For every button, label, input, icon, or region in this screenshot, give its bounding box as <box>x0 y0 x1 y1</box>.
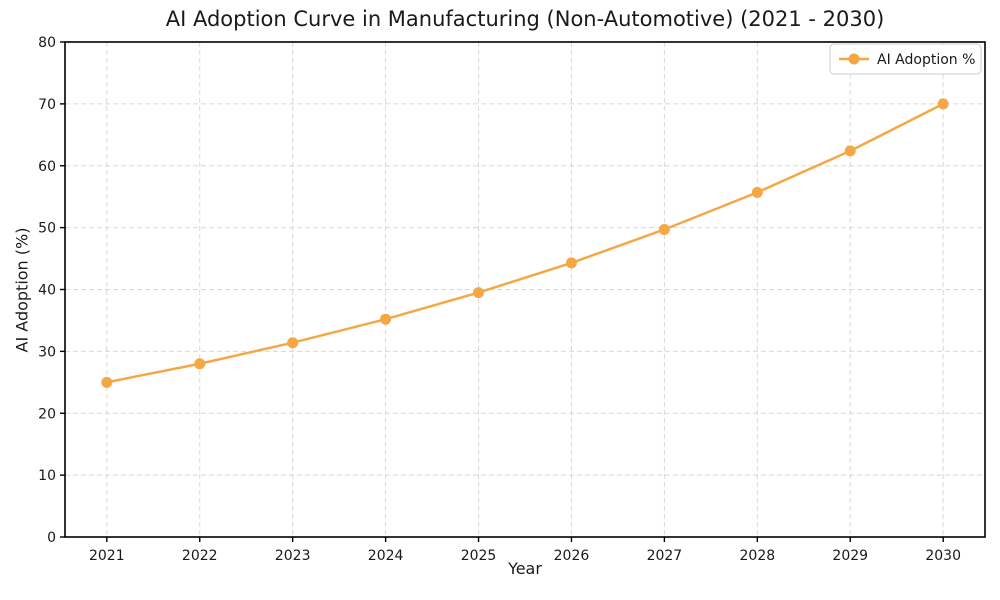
x-tick-label: 2029 <box>832 548 868 564</box>
y-tick-label: 50 <box>38 221 56 237</box>
x-axis-label: Year <box>508 559 542 578</box>
y-tick-label: 0 <box>47 530 56 546</box>
x-tick-label: 2027 <box>647 548 683 564</box>
data-point <box>380 313 392 325</box>
data-point <box>844 145 856 157</box>
data-point <box>565 257 577 269</box>
data-point <box>751 186 763 198</box>
y-tick-label: 30 <box>38 344 56 360</box>
x-tick-label: 2024 <box>368 548 404 564</box>
x-tick-label: 2021 <box>89 548 125 564</box>
data-point <box>287 337 299 349</box>
data-point <box>101 376 113 388</box>
x-tick-label: 2023 <box>275 548 311 564</box>
y-tick-label: 70 <box>38 97 56 113</box>
y-tick-label: 40 <box>38 283 56 299</box>
data-point <box>937 98 949 110</box>
y-tick-label: 80 <box>38 35 56 51</box>
x-tick-label: 2025 <box>461 548 497 564</box>
series-line <box>105 102 945 384</box>
data-point <box>658 223 670 235</box>
x-tick-label: 2030 <box>925 548 961 564</box>
y-tick-label: 10 <box>38 468 56 484</box>
legend-label: AI Adoption % <box>877 52 975 68</box>
y-tick-label: 20 <box>38 406 56 422</box>
y-tick-label: 60 <box>38 159 56 175</box>
legend-box <box>829 43 982 75</box>
x-tick-label: 2026 <box>554 548 590 564</box>
data-point <box>473 287 485 299</box>
data-point <box>194 358 206 370</box>
legend-marker-icon <box>848 53 860 65</box>
x-tick-label: 2022 <box>182 548 218 564</box>
chart-title: AI Adoption Curve in Manufacturing (Non-… <box>165 7 885 31</box>
x-tick-label: 2028 <box>740 548 776 564</box>
